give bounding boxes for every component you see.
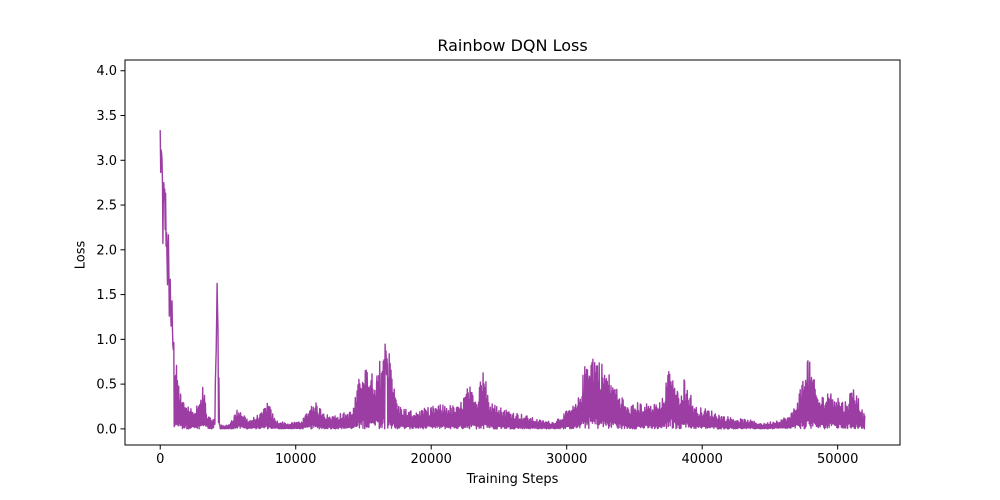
y-tick-label: 0.0 [96, 422, 117, 437]
y-tick-label: 1.5 [96, 288, 117, 303]
y-tick-label: 4.0 [96, 64, 117, 79]
x-axis: 0 10000 20000 30000 40000 50000 [156, 445, 858, 467]
y-tick-label: 2.0 [96, 243, 117, 258]
x-axis-label: Training Steps [466, 472, 559, 487]
plot-frame [124, 59, 901, 446]
y-tick-label: 0.5 [96, 378, 117, 393]
y-tick-label: 3.5 [96, 109, 117, 124]
y-tick-label: 3.0 [96, 154, 117, 169]
x-tick-label: 30000 [546, 452, 587, 467]
plot-area [124, 59, 901, 446]
loss-series-line [159, 130, 866, 430]
y-axis: 0.0 0.5 1.0 1.5 2.0 2.5 3.0 3.5 4.0 [96, 64, 125, 437]
x-tick-label: 20000 [411, 452, 452, 467]
x-tick-label: 50000 [817, 452, 858, 467]
x-tick-label: 0 [156, 452, 164, 467]
chart-title: Rainbow DQN Loss [437, 36, 588, 55]
x-tick-label: 10000 [275, 452, 316, 467]
y-tick-label: 1.0 [96, 333, 117, 348]
y-tick-label: 2.5 [96, 199, 117, 214]
x-tick-label: 40000 [682, 452, 723, 467]
